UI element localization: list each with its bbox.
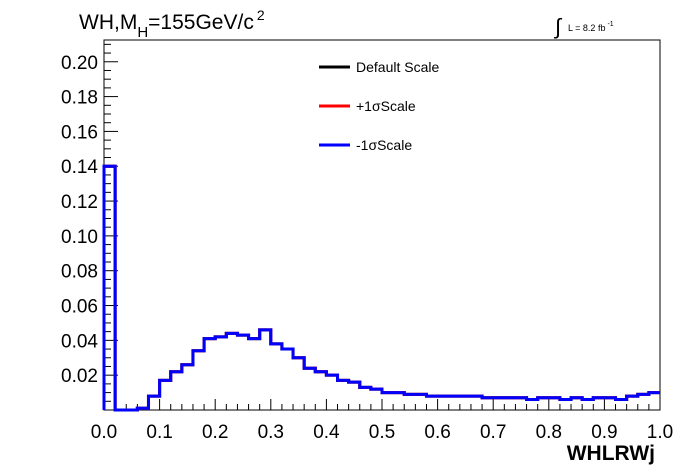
- x-tick-label: 0.7: [480, 422, 506, 443]
- legend-label-default: Default Scale: [356, 59, 439, 75]
- y-axis: 0.02 0.04 0.06 0.08 0.10 0.12 0.14 0.16 0.18 0.20: [61, 43, 118, 402]
- y-tick-label: 0.20: [61, 53, 98, 74]
- x-tick-label: 0.0: [91, 422, 117, 443]
- x-tick-label: 0.5: [369, 422, 395, 443]
- series-line-2: [102, 164, 660, 412]
- x-axis-label: WHLRWj: [567, 442, 655, 465]
- legend-label-minus1sigma: -1σScale: [356, 137, 412, 153]
- x-tick-label: 1.0: [647, 422, 673, 443]
- legend: Default Scale +1σScale -1σScale: [319, 59, 439, 153]
- y-tick-label: 0.04: [61, 331, 98, 352]
- series-line-0: [102, 164, 660, 412]
- y-tick-label: 0.10: [61, 227, 98, 248]
- y-tick-label: 0.12: [61, 192, 98, 213]
- y-tick-label: 0.02: [61, 366, 98, 387]
- y-tick-label: 0.16: [61, 122, 98, 143]
- x-tick-label: 0.8: [536, 422, 562, 443]
- y-tick-label: 0.08: [61, 262, 98, 283]
- title-main: WH,MH=155GeV/c 2: [79, 7, 265, 41]
- x-axis: 0.0 0.1 0.2 0.3 0.4 0.5 0.6 0.7 0.8 0.9 1.0: [91, 399, 673, 443]
- x-tick-label: 0.9: [591, 422, 617, 443]
- plot-frame: [103, 39, 661, 411]
- y-tick-label: 0.06: [61, 297, 98, 318]
- y-tick-label: 0.18: [61, 88, 98, 109]
- y-tick-label: 0.14: [61, 157, 98, 178]
- x-tick-label: 0.6: [424, 422, 450, 443]
- integral-sign-icon: ∫: [553, 14, 563, 39]
- legend-label-plus1sigma: +1σScale: [356, 98, 416, 114]
- chart-title: WH,MH=155GeV/c 2: [79, 7, 265, 41]
- x-tick-label: 0.2: [202, 422, 228, 443]
- x-tick-label: 0.4: [313, 422, 340, 443]
- series-group: [102, 164, 660, 412]
- luminosity-text: L = 8.2 fb -1: [568, 21, 614, 33]
- luminosity-annotation: ∫ L = 8.2 fb -1: [553, 14, 614, 39]
- series-line-1: [102, 164, 660, 412]
- x-tick-label: 0.1: [146, 422, 172, 443]
- x-tick-label: 0.3: [258, 422, 284, 443]
